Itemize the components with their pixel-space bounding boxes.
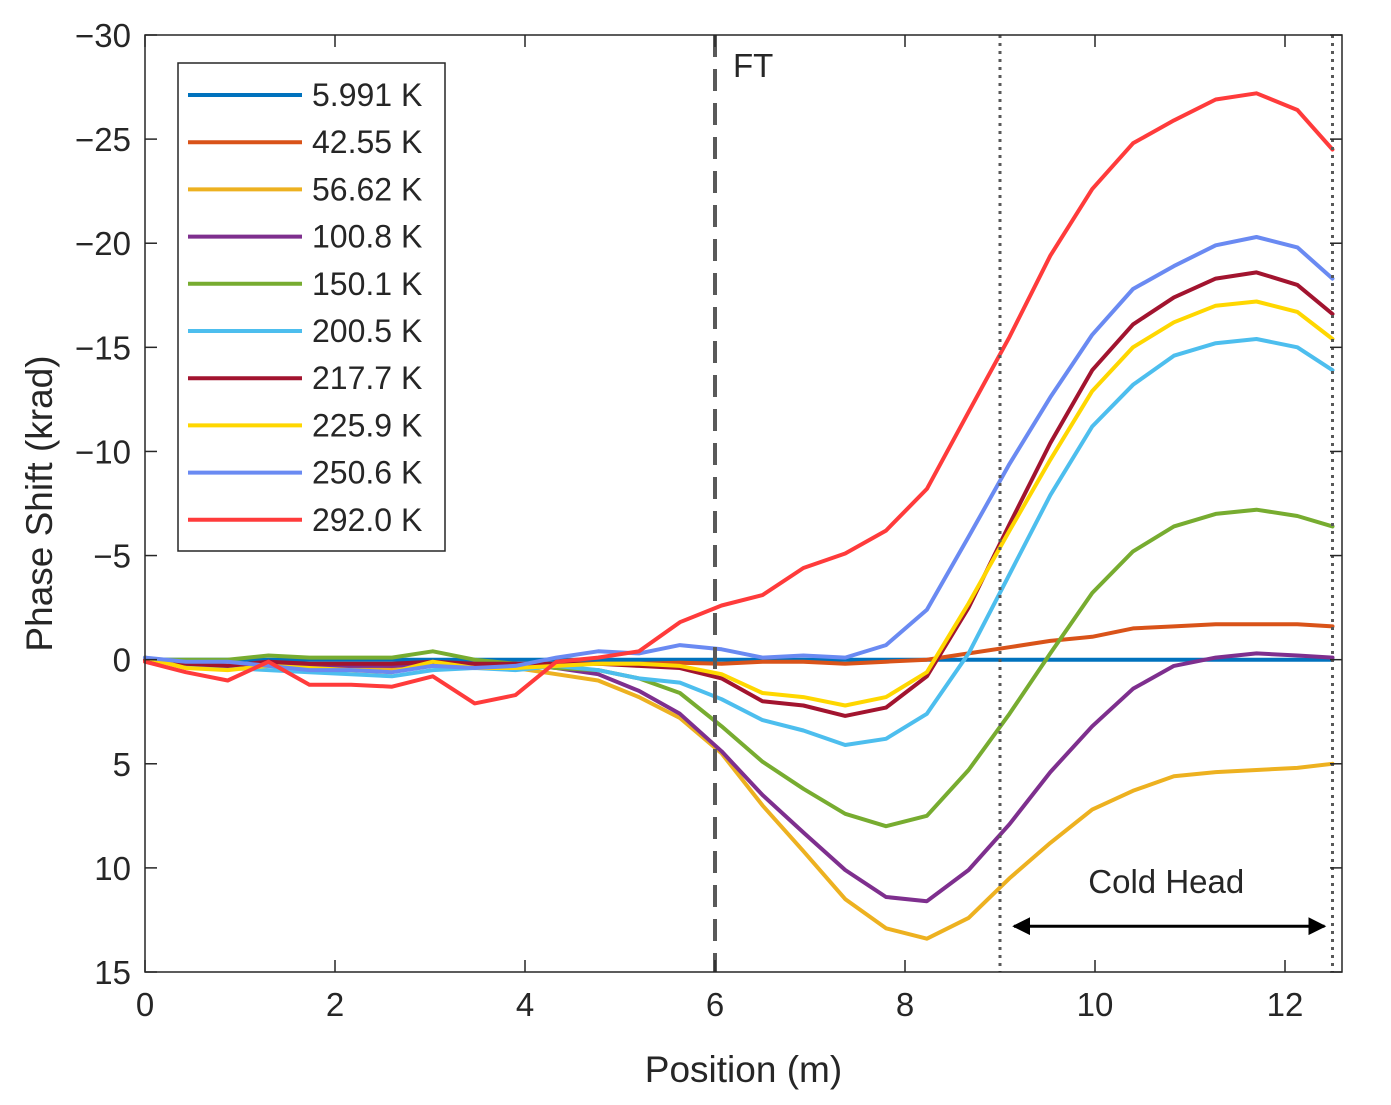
y-tick-label: −25 (75, 121, 131, 158)
legend-label-9: 250.6 K (312, 455, 422, 491)
tick-layer: 0 2 4 6 8 10 12 −30 −25 −20 −15 −10 −5 0 5 10 15 (75, 17, 1342, 1023)
y-tick-label: −5 (93, 538, 131, 575)
y-tick-label: −15 (75, 329, 131, 366)
y-tick-label: 10 (94, 850, 131, 887)
y-tick-label: −30 (75, 17, 131, 54)
legend-label-6: 200.5 K (312, 313, 422, 349)
series-line-7 (143, 270, 1335, 718)
x-tick-label: 10 (1077, 986, 1114, 1023)
series-line-6 (143, 337, 1335, 747)
y-axis-label: Phase Shift (krad) (19, 355, 60, 651)
x-tick-label: 12 (1267, 986, 1304, 1023)
legend-box (177, 62, 446, 552)
x-tick-label: 8 (896, 986, 914, 1023)
series-line-5 (143, 507, 1335, 829)
legend-label-2: 42.55 K (312, 124, 422, 160)
y-tick-label: 5 (113, 746, 131, 783)
plot-frame (144, 34, 1343, 973)
legend-label-7: 217.7 K (312, 360, 422, 396)
y-tick-label: 0 (113, 642, 131, 679)
series-line-10 (143, 91, 1335, 706)
x-tick-label: 4 (516, 986, 534, 1023)
x-axis-label: Position (m) (645, 1049, 842, 1090)
legend-label-4: 100.8 K (312, 219, 422, 255)
legend-label-10: 292.0 K (312, 502, 422, 538)
legend: 5.991 K 42.55 K 56.62 K 100.8 K 150.1 K 200.5… (177, 62, 446, 552)
series-line-4 (143, 651, 1335, 904)
y-tick-label: 15 (94, 954, 131, 991)
x-tick-label: 0 (136, 986, 154, 1023)
legend-label-1: 5.991 K (312, 77, 422, 113)
cold-head-label: Cold Head (1088, 863, 1244, 900)
series-line-9 (143, 235, 1335, 675)
legend-label-8: 225.9 K (312, 407, 422, 443)
x-tick-label: 6 (706, 986, 724, 1023)
y-tick-label: −10 (75, 433, 131, 470)
legend-label-5: 150.1 K (312, 266, 422, 302)
legend-label-3: 56.62 K (312, 171, 422, 207)
y-tick-label: −20 (75, 225, 131, 262)
series-layer (143, 91, 1335, 941)
ft-label: FT (733, 47, 773, 84)
x-tick-label: 2 (326, 986, 344, 1023)
